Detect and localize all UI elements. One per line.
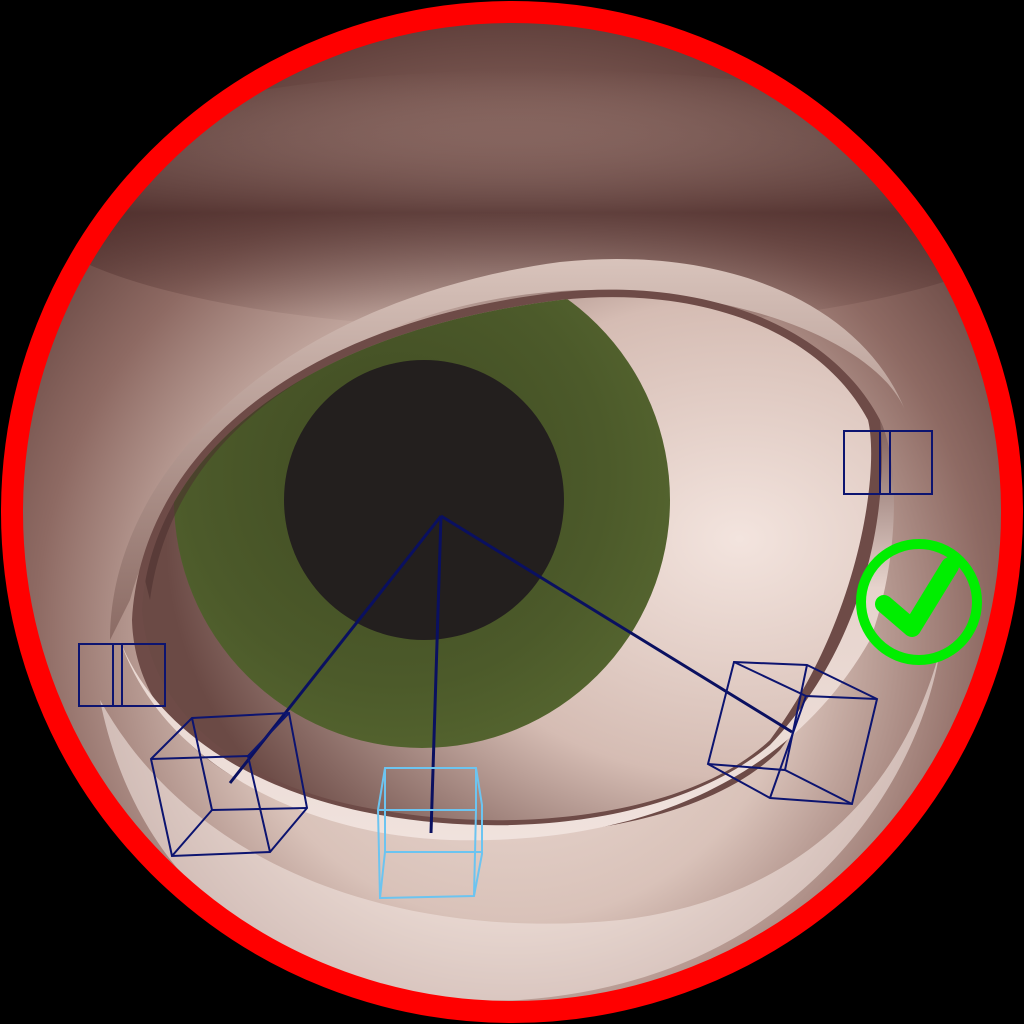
aim-line-bottom (429, 515, 443, 834)
brow-shadow (20, 70, 1008, 330)
upper-eyelid-fold (110, 258, 905, 640)
checkmark-icon (875, 557, 959, 637)
cheek-highlight (100, 650, 940, 1001)
eyelid-corner-control-right[interactable] (843, 430, 933, 495)
eye-aim-control-right[interactable] (706, 660, 879, 806)
eyelid-corner-control-left[interactable] (78, 643, 166, 707)
eye-aim-control-left[interactable] (149, 711, 309, 858)
status-indicator (856, 539, 982, 665)
aim-line-right (440, 514, 793, 734)
status-ring (856, 539, 982, 665)
eye-aim-control-bottom[interactable] (376, 767, 483, 900)
pupil (284, 360, 564, 640)
